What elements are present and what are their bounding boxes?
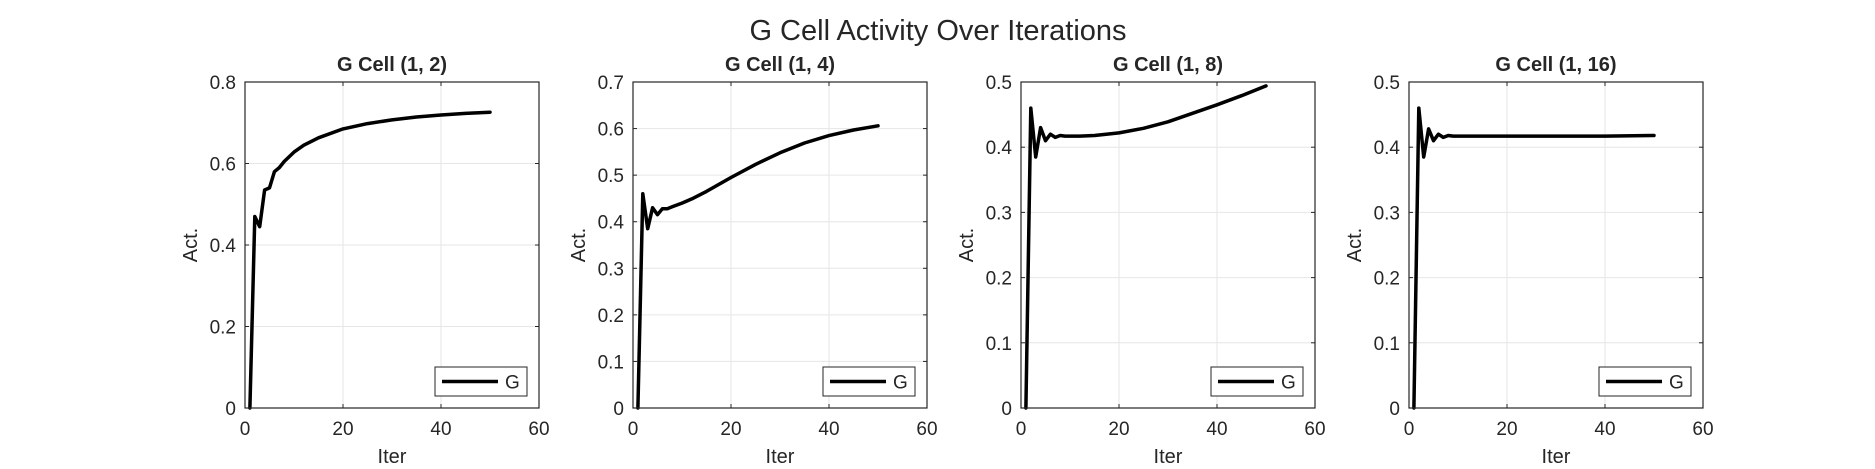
y-tick-label: 0.3 xyxy=(1374,203,1400,224)
y-tick-label: 0.1 xyxy=(1374,334,1400,355)
y-tick-label: 0.3 xyxy=(986,203,1012,224)
x-tick-label: 0 xyxy=(1016,419,1027,440)
y-tick-label: 0.4 xyxy=(986,138,1013,159)
axes-background xyxy=(1021,82,1315,408)
figure-title: G Cell Activity Over Iterations xyxy=(749,15,1126,47)
axes-box xyxy=(1408,81,1704,409)
x-tick-label: 60 xyxy=(1692,419,1713,440)
series-line-g xyxy=(1024,84,1268,410)
x-axis-label: Iter xyxy=(1542,446,1571,468)
subplot-title: G Cell (1, 2) xyxy=(337,54,447,76)
legend-label: G xyxy=(1281,373,1296,394)
subplot-2: 0 20 40 60 0 0.1 0.2 0.3 0.4 0.5 0.6 0.7 G Cell (1, … xyxy=(568,54,938,468)
y-tick-label: 0.2 xyxy=(986,269,1012,290)
y-tick-label: 0.5 xyxy=(986,73,1012,94)
y-tick-label: 0 xyxy=(1001,399,1012,420)
subplot-1: 0 20 40 60 0 0.2 0.4 0.6 0.8 G Cell (1, 2) Iter Act… xyxy=(180,54,550,468)
x-axis-label: Iter xyxy=(766,446,795,468)
x-tick-label: 20 xyxy=(332,419,353,440)
y-tick-label: 0.3 xyxy=(598,259,624,280)
legend-label: G xyxy=(505,373,520,394)
y-axis-label: Act. xyxy=(1344,228,1366,262)
y-axis-label: Act. xyxy=(956,228,978,262)
y-tick-label: 0.2 xyxy=(210,318,236,339)
subplot-title: G Cell (1, 16) xyxy=(1495,54,1616,76)
subplot-3: 0 20 40 60 0 0.1 0.2 0.3 0.4 0.5 G Cell (1, 8) Iter… xyxy=(956,54,1326,468)
y-tick-label: 0 xyxy=(225,399,236,420)
y-tick-label: 0.5 xyxy=(1374,73,1400,94)
y-tick-label: 0.8 xyxy=(210,73,236,94)
y-axis-label: Act. xyxy=(568,228,590,262)
legend: G xyxy=(1598,366,1692,397)
subplot-grid: 0 20 40 60 0 0.2 0.4 0.6 0.8 G Cell (1, 2) Iter Act… xyxy=(180,54,1714,468)
axes-box xyxy=(1020,81,1316,409)
legend: G xyxy=(434,366,528,397)
y-tick-label: 0.2 xyxy=(598,306,624,327)
y-tick-label: 0.1 xyxy=(986,334,1012,355)
y-tick-label: 0.6 xyxy=(210,155,236,176)
axes-background xyxy=(1409,82,1703,408)
axes-background xyxy=(633,82,927,408)
series-line-g xyxy=(636,124,880,410)
x-tick-label: 20 xyxy=(1108,419,1129,440)
y-tick-label: 0.4 xyxy=(210,236,237,257)
x-tick-label: 0 xyxy=(1404,419,1415,440)
x-tick-label: 0 xyxy=(240,419,251,440)
axes-box xyxy=(632,81,928,409)
x-tick-label: 40 xyxy=(430,419,451,440)
y-tick-label: 0 xyxy=(613,399,624,420)
series-line-g xyxy=(1412,106,1656,410)
x-tick-label: 40 xyxy=(1206,419,1227,440)
x-tick-label: 20 xyxy=(1496,419,1517,440)
x-tick-label: 60 xyxy=(1304,419,1325,440)
y-tick-label: 0.1 xyxy=(598,352,624,373)
y-tick-label: 0.4 xyxy=(1374,138,1401,159)
legend-label: G xyxy=(1669,373,1684,394)
legend: G xyxy=(822,366,916,397)
subplot-title: G Cell (1, 4) xyxy=(725,54,835,76)
subplot-title: G Cell (1, 8) xyxy=(1113,54,1223,76)
x-tick-label: 0 xyxy=(628,419,639,440)
legend-label: G xyxy=(893,373,908,394)
legend: G xyxy=(1210,366,1304,397)
y-tick-label: 0.7 xyxy=(598,73,624,94)
x-axis-label: Iter xyxy=(1154,446,1183,468)
y-axis-label: Act. xyxy=(180,228,202,262)
x-tick-label: 60 xyxy=(916,419,937,440)
y-tick-label: 0.4 xyxy=(598,213,625,234)
x-tick-label: 40 xyxy=(1594,419,1615,440)
x-tick-label: 40 xyxy=(818,419,839,440)
x-tick-label: 20 xyxy=(720,419,741,440)
subplot-4: 0 20 40 60 0 0.1 0.2 0.3 0.4 0.5 G Cell (1, 16) Ite… xyxy=(1344,54,1714,468)
y-tick-label: 0.2 xyxy=(1374,269,1400,290)
y-tick-label: 0.6 xyxy=(598,120,624,141)
x-axis-label: Iter xyxy=(378,446,407,468)
y-tick-label: 0.5 xyxy=(598,166,624,187)
y-tick-label: 0 xyxy=(1389,399,1400,420)
x-tick-label: 60 xyxy=(528,419,549,440)
series-line-g xyxy=(248,110,492,410)
